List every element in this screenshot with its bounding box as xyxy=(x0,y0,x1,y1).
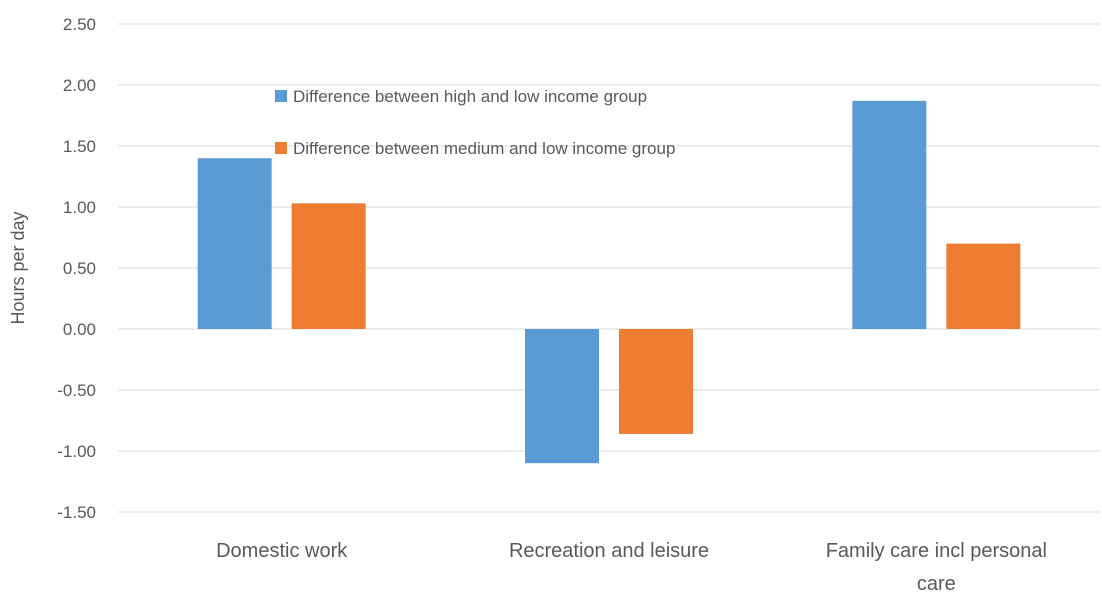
bar-high-vs-low-1 xyxy=(525,329,599,464)
x-category-label: Family care incl personal xyxy=(826,540,1047,562)
legend-label: Difference between high and low income g… xyxy=(293,87,647,106)
y-tick-label: 0.00 xyxy=(63,320,96,339)
legend-swatch xyxy=(275,142,287,154)
x-axis-category-labels: Domestic work Recreation and leisure Famil… xyxy=(216,540,1047,595)
y-tick-label: -0.50 xyxy=(57,381,96,400)
y-tick-label: 2.00 xyxy=(63,76,96,95)
x-category-label: Domestic work xyxy=(216,540,348,562)
bar-medium-vs-low-2 xyxy=(946,243,1021,329)
bar-medium-vs-low-0 xyxy=(291,203,366,329)
y-tick-label: -1.00 xyxy=(57,442,96,461)
y-axis-tick-labels: 2.50 2.00 1.50 1.00 0.50 0.00 -0.50 -1.00 -1.50 xyxy=(57,15,96,522)
y-tick-label: 0.50 xyxy=(63,259,96,278)
y-tick-label: 2.50 xyxy=(63,15,96,34)
bar-medium-vs-low-1 xyxy=(619,329,693,434)
bar-high-vs-low-2 xyxy=(852,100,927,329)
x-category-label: Recreation and leisure xyxy=(509,540,709,562)
y-tick-label: 1.50 xyxy=(63,137,96,156)
legend-label: Difference between medium and low income… xyxy=(293,139,675,158)
bar-high-vs-low-0 xyxy=(197,158,272,329)
y-tick-label: 1.00 xyxy=(63,198,96,217)
bars xyxy=(197,100,1021,464)
legend: Difference between high and low income g… xyxy=(275,87,675,158)
y-tick-label: -1.50 xyxy=(57,503,96,522)
y-axis-label: Hours per day xyxy=(8,211,28,324)
legend-swatch xyxy=(275,90,287,102)
x-category-label: care xyxy=(917,573,956,595)
